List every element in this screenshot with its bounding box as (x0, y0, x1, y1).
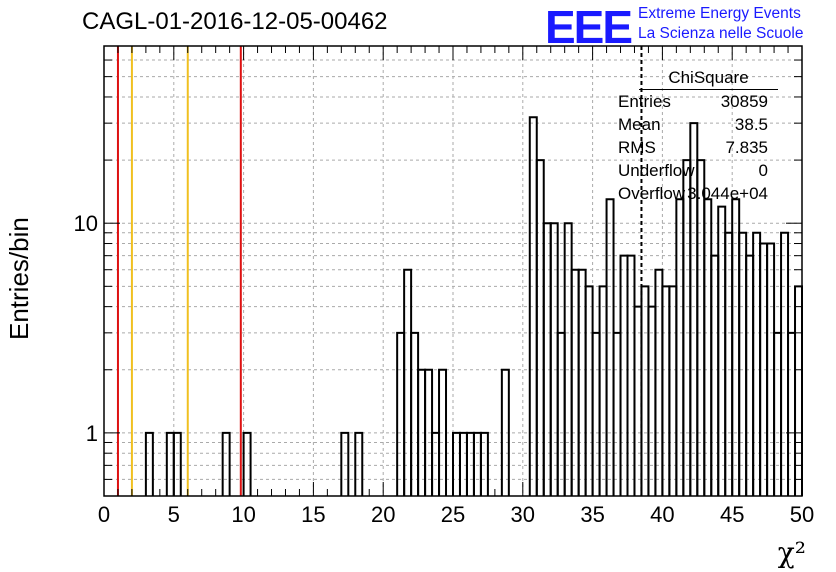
histogram-bin (738, 231, 748, 496)
histogram-bin (682, 159, 692, 496)
histogram-bin (535, 159, 545, 496)
histogram-bin (340, 431, 350, 496)
histogram-bin (410, 331, 420, 496)
histogram-bin (745, 254, 755, 496)
histogram-bin (542, 222, 552, 496)
eee-logo: EEE (545, 1, 633, 53)
x-tick-label: 40 (650, 502, 674, 527)
stats-title: ChiSquare (639, 65, 778, 90)
histogram-bin (696, 159, 706, 496)
histogram-bin (354, 431, 364, 496)
chart-title: CAGL-01-2016-12-05-00462 (82, 8, 388, 35)
histogram-bin (626, 254, 636, 496)
stats-value: 7.835 (725, 138, 768, 157)
stats-row-entries: Entries 30859 (611, 90, 778, 113)
histogram-bin (619, 254, 629, 496)
stats-value: 3.044e+04 (687, 184, 768, 203)
histogram-bin (563, 222, 573, 496)
histogram-bin (221, 431, 231, 496)
histogram-bin (570, 268, 580, 496)
histogram-bin (479, 431, 489, 496)
histogram-bin (403, 268, 413, 496)
histogram-bin (752, 231, 762, 496)
histogram-bin (633, 305, 643, 496)
histogram-bin (438, 368, 448, 496)
histogram-bin (500, 368, 510, 496)
x-tick-label: 20 (371, 502, 395, 527)
stats-value: 0 (758, 161, 768, 180)
histogram-bin (668, 285, 678, 496)
histogram-bin (661, 285, 671, 496)
x-tick-label: 35 (580, 502, 604, 527)
stats-row-overflow: Overflow 3.044e+04 (611, 182, 778, 205)
histogram-bin (584, 285, 594, 496)
y-tick-label: 1 (86, 421, 98, 446)
histogram-bin (724, 231, 734, 496)
histogram-bin (647, 305, 657, 496)
histogram-bin (780, 231, 790, 496)
histogram-bin (577, 268, 587, 496)
stats-box: ChiSquare Entries 30859 Mean 38.5 RMS 7.… (611, 65, 778, 205)
stats-label: RMS (618, 138, 656, 157)
stats-row-mean: Mean 38.5 (611, 113, 778, 136)
stats-value: 38.5 (734, 115, 768, 134)
stats-label: Overflow (618, 184, 686, 203)
histogram-bin (242, 431, 252, 496)
histogram-bin (556, 331, 566, 496)
x-axis-label: χ² (777, 536, 806, 569)
x-tick-label: 10 (231, 502, 255, 527)
histogram-bin (612, 331, 622, 496)
logo-line-1: Extreme Energy Events (638, 5, 801, 22)
x-tick-label: 15 (301, 502, 325, 527)
histogram-bin (396, 331, 406, 496)
histogram-bin (598, 285, 608, 496)
x-tick-label: 5 (168, 502, 180, 527)
logo-line-2: La Scienza nelle Scuole (638, 25, 804, 42)
histogram-bin (717, 205, 727, 496)
histogram-bin (787, 331, 797, 496)
x-tick-label: 25 (441, 502, 465, 527)
stats-label: Mean (618, 115, 661, 134)
y-tick-label: 10 (74, 211, 98, 236)
histogram-bin (710, 254, 720, 496)
histogram-bin (640, 285, 650, 496)
x-tick-label: 0 (98, 502, 110, 527)
histogram-bin (172, 431, 182, 496)
stats-row-underflow: Underflow 0 (611, 159, 778, 182)
stats-label: Underflow (618, 161, 695, 180)
histogram-bin (794, 285, 803, 496)
histogram-bin (144, 431, 154, 496)
x-tick-label: 30 (511, 502, 535, 527)
stats-value: 30859 (720, 92, 768, 111)
histogram-bin (591, 331, 601, 496)
y-axis-label: Entries/bin (4, 217, 34, 340)
x-tick-label: 50 (790, 502, 814, 527)
histogram-bin (654, 268, 664, 496)
stats-row-rms: RMS 7.835 (611, 136, 778, 159)
logo-caption: Extreme Energy Events La Scienza nelle S… (638, 4, 803, 44)
x-tick-label: 45 (720, 502, 744, 527)
histogram-bin (773, 331, 783, 496)
histogram-bin (549, 222, 559, 496)
stats-label: Entries (618, 92, 671, 111)
